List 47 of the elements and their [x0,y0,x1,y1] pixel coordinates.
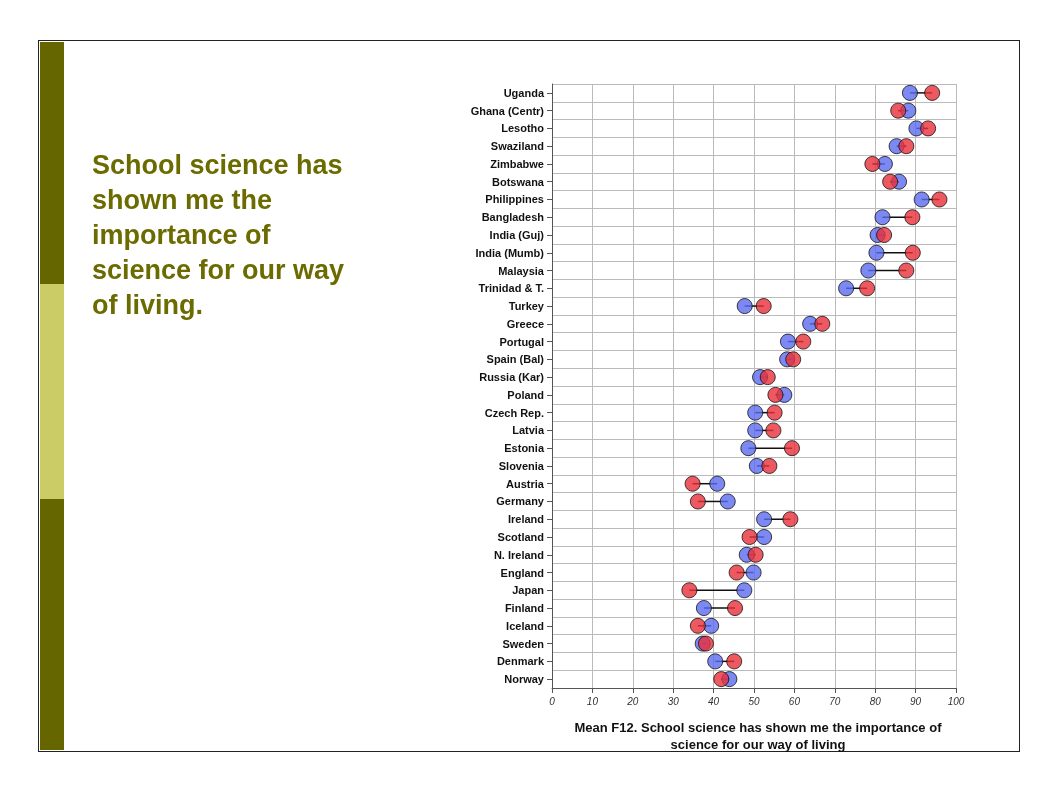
y-tick-label: Scotland [497,531,544,543]
y-tick-label: Germany [496,495,545,508]
y-tick-label: Norway [504,673,545,686]
y-tick-label: Greece [506,317,544,330]
y-tick-label: Russia (Kar) [479,371,545,384]
y-tick-label: Sweden [502,637,545,650]
y-tick-label: Ghana (Centr) [470,104,545,117]
y-tick-label: Austria [506,477,545,490]
y-tick-label: Philippines [485,193,544,206]
y-tick-label: Swaziland [490,140,544,153]
y-tick-label: Zimbabwe [490,157,544,170]
x-tick-label: 40 [708,695,720,707]
y-tick-label: Botswana [492,175,545,188]
y-tick-label: Bangladesh [481,211,545,224]
y-tick-label: Uganda [503,86,545,99]
y-tick-label: Finland [504,602,544,615]
y-tick-label: Japan [512,584,545,597]
y-tick-label: Slovenia [498,459,545,472]
x-tick-label: 90 [910,695,922,707]
x-tick-label: 10 [586,695,599,707]
y-tick-label: Denmark [496,655,545,668]
y-tick-label: England [500,566,544,579]
y-tick-label: Iceland [506,619,544,632]
y-tick-label: Latvia [512,424,545,437]
y-tick-label: Lesotho [501,122,545,135]
x-tick-label: 0 [549,695,556,707]
y-tick-label: Estonia [504,442,545,455]
x-tick-label: 50 [748,695,760,707]
y-tick-label: N. Ireland [493,548,544,561]
y-tick-label: Malaysia [498,264,545,277]
x-tick-label: 80 [869,695,882,707]
y-tick-label: Spain (Bal) [486,353,545,366]
x-tick-label: 70 [829,695,841,707]
x-tick-label: 100 [947,695,965,707]
y-tick-label: Ireland [507,513,544,526]
text: School science has shown me the importance of science for our way of living. [92,149,346,323]
y-tick-label: India (Guj) [489,229,545,241]
y-tick-label: Turkey [508,300,545,313]
y-tick-label: Portugal [499,335,544,348]
y-tick-label: Czech Rep. [484,406,544,419]
x-tick-label: 30 [667,695,680,707]
y-tick-label: India (Mumb) [475,246,545,259]
x-tick-label: 60 [788,695,801,707]
y-tick-label: Poland [507,388,544,401]
x-axis-title: Mean F12. School science has shown me the importance of science for our way of living [573,720,943,754]
x-tick-label: 20 [626,695,639,707]
y-tick-label: Trinidad & T. [478,282,544,295]
